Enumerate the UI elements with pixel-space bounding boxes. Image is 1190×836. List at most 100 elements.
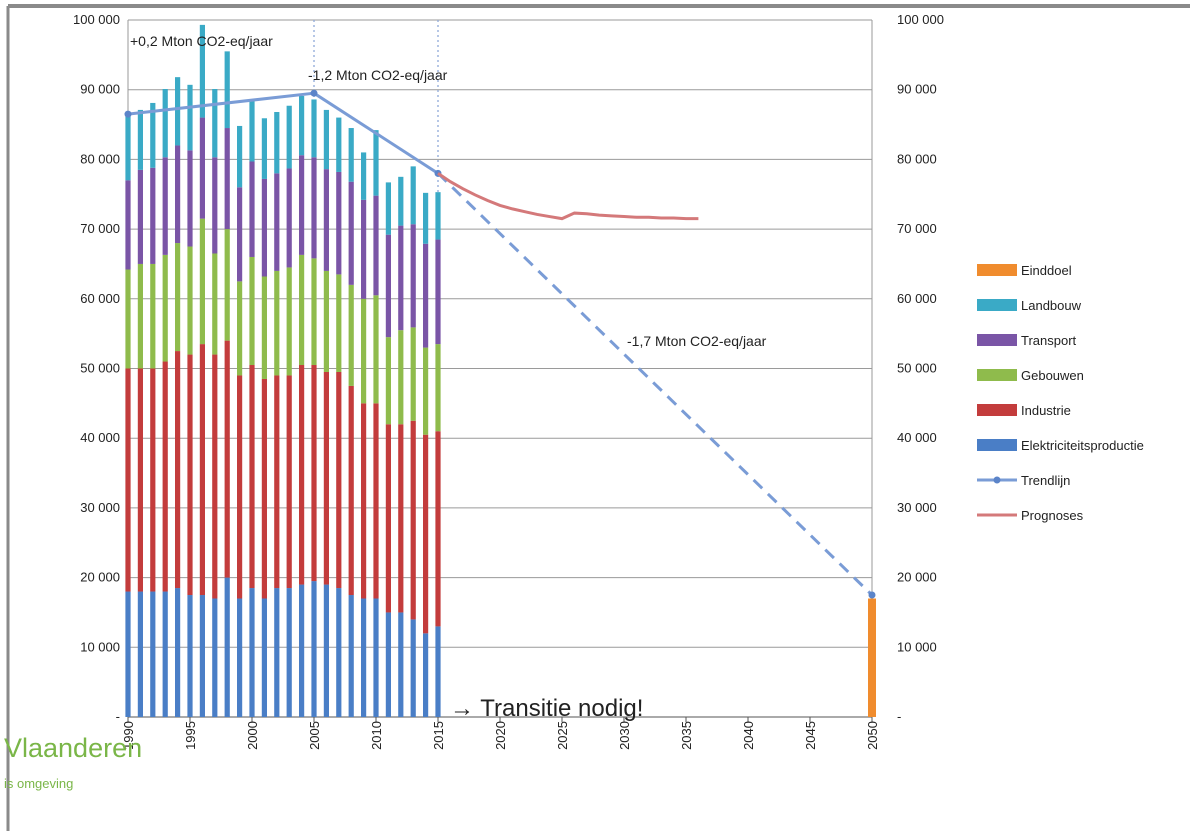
bar-industrie-1991 xyxy=(137,368,143,592)
bar-gebouwen-2014 xyxy=(423,347,429,435)
bar-elektriciteitsproductie-2009 xyxy=(361,598,367,717)
bar-landbouw-1998 xyxy=(224,51,230,129)
bar-industrie-2004 xyxy=(299,365,305,585)
y-tick-label-right: 20 000 xyxy=(897,570,937,585)
legend-swatch-elektriciteitsproductie xyxy=(977,439,1017,451)
annotation-plus-0-2: +0,2 Mton CO2-eq/jaar xyxy=(130,33,273,49)
bar-transport-2007 xyxy=(336,171,342,275)
bar-industrie-2005 xyxy=(311,365,317,582)
x-tick-label-2035: 2035 xyxy=(679,721,694,750)
bar-landbouw-2012 xyxy=(398,176,404,226)
y-tick-label-right: 10 000 xyxy=(897,639,937,654)
bar-transport-2015 xyxy=(435,239,441,345)
x-tick-label-2020: 2020 xyxy=(493,721,508,750)
x-tick-label-2005: 2005 xyxy=(307,721,322,750)
bar-industrie-1998 xyxy=(224,340,230,578)
bar-landbouw-2009 xyxy=(361,152,367,200)
bar-industrie-1999 xyxy=(237,375,243,599)
bar-gebouwen-1994 xyxy=(175,243,181,352)
bar-industrie-2012 xyxy=(398,424,404,613)
logo-vlaanderen: Vlaanderen xyxy=(4,733,142,763)
bar-industrie-1993 xyxy=(162,361,168,592)
y-tick-label-left: 90 000 xyxy=(80,82,120,97)
bar-gebouwen-1997 xyxy=(212,253,218,355)
bar-landbouw-1997 xyxy=(212,89,218,158)
bar-elektriciteitsproductie-2005 xyxy=(311,581,317,717)
bar-elektriciteitsproductie-2014 xyxy=(423,633,429,717)
x-tick-label-2015: 2015 xyxy=(431,721,446,750)
bar-elektriciteitsproductie-1997 xyxy=(212,598,218,717)
bar-transport-1996 xyxy=(199,117,205,219)
y-tick-label-right: 60 000 xyxy=(897,291,937,306)
bar-industrie-1996 xyxy=(199,344,205,596)
bar-gebouwen-2008 xyxy=(348,284,354,386)
bar-transport-2011 xyxy=(385,234,391,338)
bar-landbouw-2013 xyxy=(410,166,416,225)
bar-landbouw-2010 xyxy=(373,130,379,196)
bar-transport-2006 xyxy=(323,169,329,271)
trend-point-1990 xyxy=(124,110,132,118)
bar-transport-1990 xyxy=(125,180,131,270)
x-tick-label-2010: 2010 xyxy=(369,721,384,750)
y-tick-label-left: 100 000 xyxy=(73,12,120,27)
bar-gebouwen-2001 xyxy=(261,276,267,379)
bar-elektriciteitsproductie-2007 xyxy=(336,588,342,717)
bar-elektriciteitsproductie-1991 xyxy=(137,591,143,717)
bar-transport-2001 xyxy=(261,178,267,277)
bar-industrie-1997 xyxy=(212,354,218,599)
bar-industrie-1995 xyxy=(187,354,193,596)
bar-elektriciteitsproductie-1998 xyxy=(224,577,230,717)
bar-gebouwen-2007 xyxy=(336,274,342,372)
bar-gebouwen-1992 xyxy=(150,263,156,369)
bar-elektriciteitsproductie-2000 xyxy=(249,588,255,717)
bar-transport-1999 xyxy=(237,187,243,282)
bar-gebouwen-2010 xyxy=(373,295,379,404)
y-tick-label-right: 50 000 xyxy=(897,361,937,376)
bar-gebouwen-2012 xyxy=(398,330,404,425)
y-tick-label-right: 30 000 xyxy=(897,500,937,515)
bar-industrie-2007 xyxy=(336,371,342,589)
bar-landbouw-2006 xyxy=(323,109,329,170)
bar-gebouwen-2011 xyxy=(385,337,391,425)
bar-transport-2012 xyxy=(398,225,404,331)
bar-landbouw-1992 xyxy=(150,102,156,168)
y-tick-label-left: 80 000 xyxy=(80,151,120,166)
y-tick-label-left: 70 000 xyxy=(80,221,120,236)
bar-gebouwen-1995 xyxy=(187,246,193,355)
bar-elektriciteitsproductie-2001 xyxy=(261,598,267,717)
bar-elektriciteitsproductie-1999 xyxy=(237,598,243,717)
bar-gebouwen-2015 xyxy=(435,344,441,432)
bar-landbouw-2001 xyxy=(261,118,267,179)
bar-transport-2000 xyxy=(249,161,255,257)
bar-transport-1991 xyxy=(137,169,143,264)
legend-label-einddoel: Einddoel xyxy=(1021,263,1072,278)
bar-industrie-2013 xyxy=(410,420,416,620)
bar-elektriciteitsproductie-2010 xyxy=(373,598,379,717)
bar-elektriciteitsproductie-2006 xyxy=(323,584,329,717)
bar-transport-2005 xyxy=(311,157,317,259)
x-tick-label-2030: 2030 xyxy=(617,721,632,750)
bar-transport-1994 xyxy=(175,145,181,244)
y-tick-label-left: 40 000 xyxy=(80,430,120,445)
y-tick-label-right: 100 000 xyxy=(897,12,944,27)
bar-industrie-1992 xyxy=(150,368,156,592)
bar-landbouw-2011 xyxy=(385,182,391,235)
bar-elektriciteitsproductie-2012 xyxy=(398,612,404,717)
y-tick-label-right: 70 000 xyxy=(897,221,937,236)
bar-landbouw-2014 xyxy=(423,192,429,244)
bar-elektriciteitsproductie-2003 xyxy=(286,588,292,717)
bar-transport-1998 xyxy=(224,128,230,230)
legend-label-industrie: Industrie xyxy=(1021,403,1071,418)
y-tick-label-right: - xyxy=(897,709,901,724)
bar-industrie-2002 xyxy=(274,375,280,589)
x-tick-label-1990: 1990 xyxy=(121,721,136,750)
trend-segment xyxy=(436,172,874,597)
x-tick-label-2050: 2050 xyxy=(865,721,880,750)
logo-subtitle: is omgeving xyxy=(4,776,73,791)
bar-gebouwen-2000 xyxy=(249,256,255,366)
legend-label-gebouwen: Gebouwen xyxy=(1021,368,1084,383)
legend-label-landbouw: Landbouw xyxy=(1021,298,1082,313)
bar-industrie-2014 xyxy=(423,434,429,634)
